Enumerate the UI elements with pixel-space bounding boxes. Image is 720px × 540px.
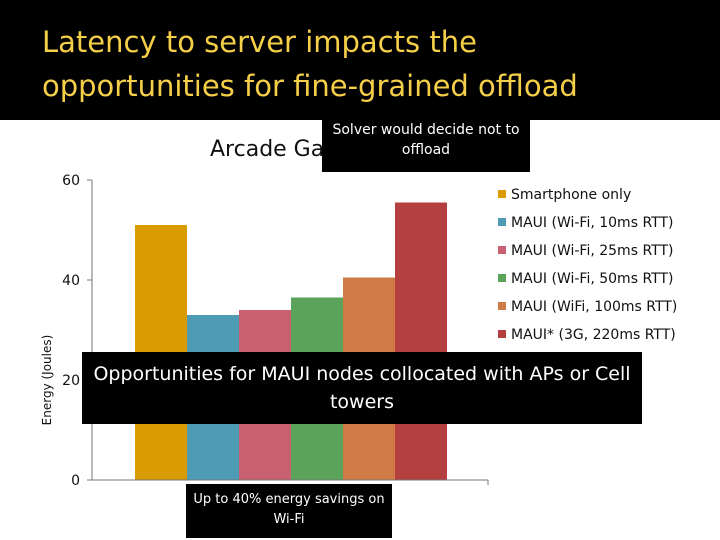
bar-chart: Arcade Ga Energy (Joules) 0 20 40 60 Smartp… [40,137,677,489]
legend-swatch [498,274,506,282]
legend-label: MAUI* (3G, 220ms RTT) [511,327,676,343]
callout-no-offload: Solver would decide not to offload [322,114,530,172]
callout-energy-savings: Up to 40% energy savings on Wi-Fi [186,484,392,538]
y-tick-label: 0 [71,473,80,489]
legend-swatch [498,218,506,226]
legend-label: MAUI (Wi-Fi, 50ms RTT) [511,271,673,287]
y-tick-label: 60 [62,173,80,189]
legend-swatch [498,302,506,310]
bar [395,202,447,480]
legend-label: MAUI (WiFi, 100ms RTT) [511,299,677,315]
legend-swatch [498,246,506,254]
y-axis-label: Energy (Joules) [40,335,54,426]
chart-title: Arcade Ga [210,137,324,162]
legend-label: MAUI (Wi-Fi, 10ms RTT) [511,215,673,231]
slide-title: Latency to server impacts the opportunit… [42,25,578,103]
legend-label: MAUI (Wi-Fi, 25ms RTT) [511,243,673,259]
y-tick-label: 40 [62,273,80,289]
legend-label: Smartphone only [511,187,631,203]
y-tick-label: 20 [62,373,80,389]
chart-area: Arcade Ga Energy (Joules) 0 20 40 60 Smartp… [0,120,720,540]
callout-opportunities: Opportunities for MAUI nodes collocated … [82,352,642,424]
legend-swatch [498,330,506,338]
legend-swatch [498,190,506,198]
